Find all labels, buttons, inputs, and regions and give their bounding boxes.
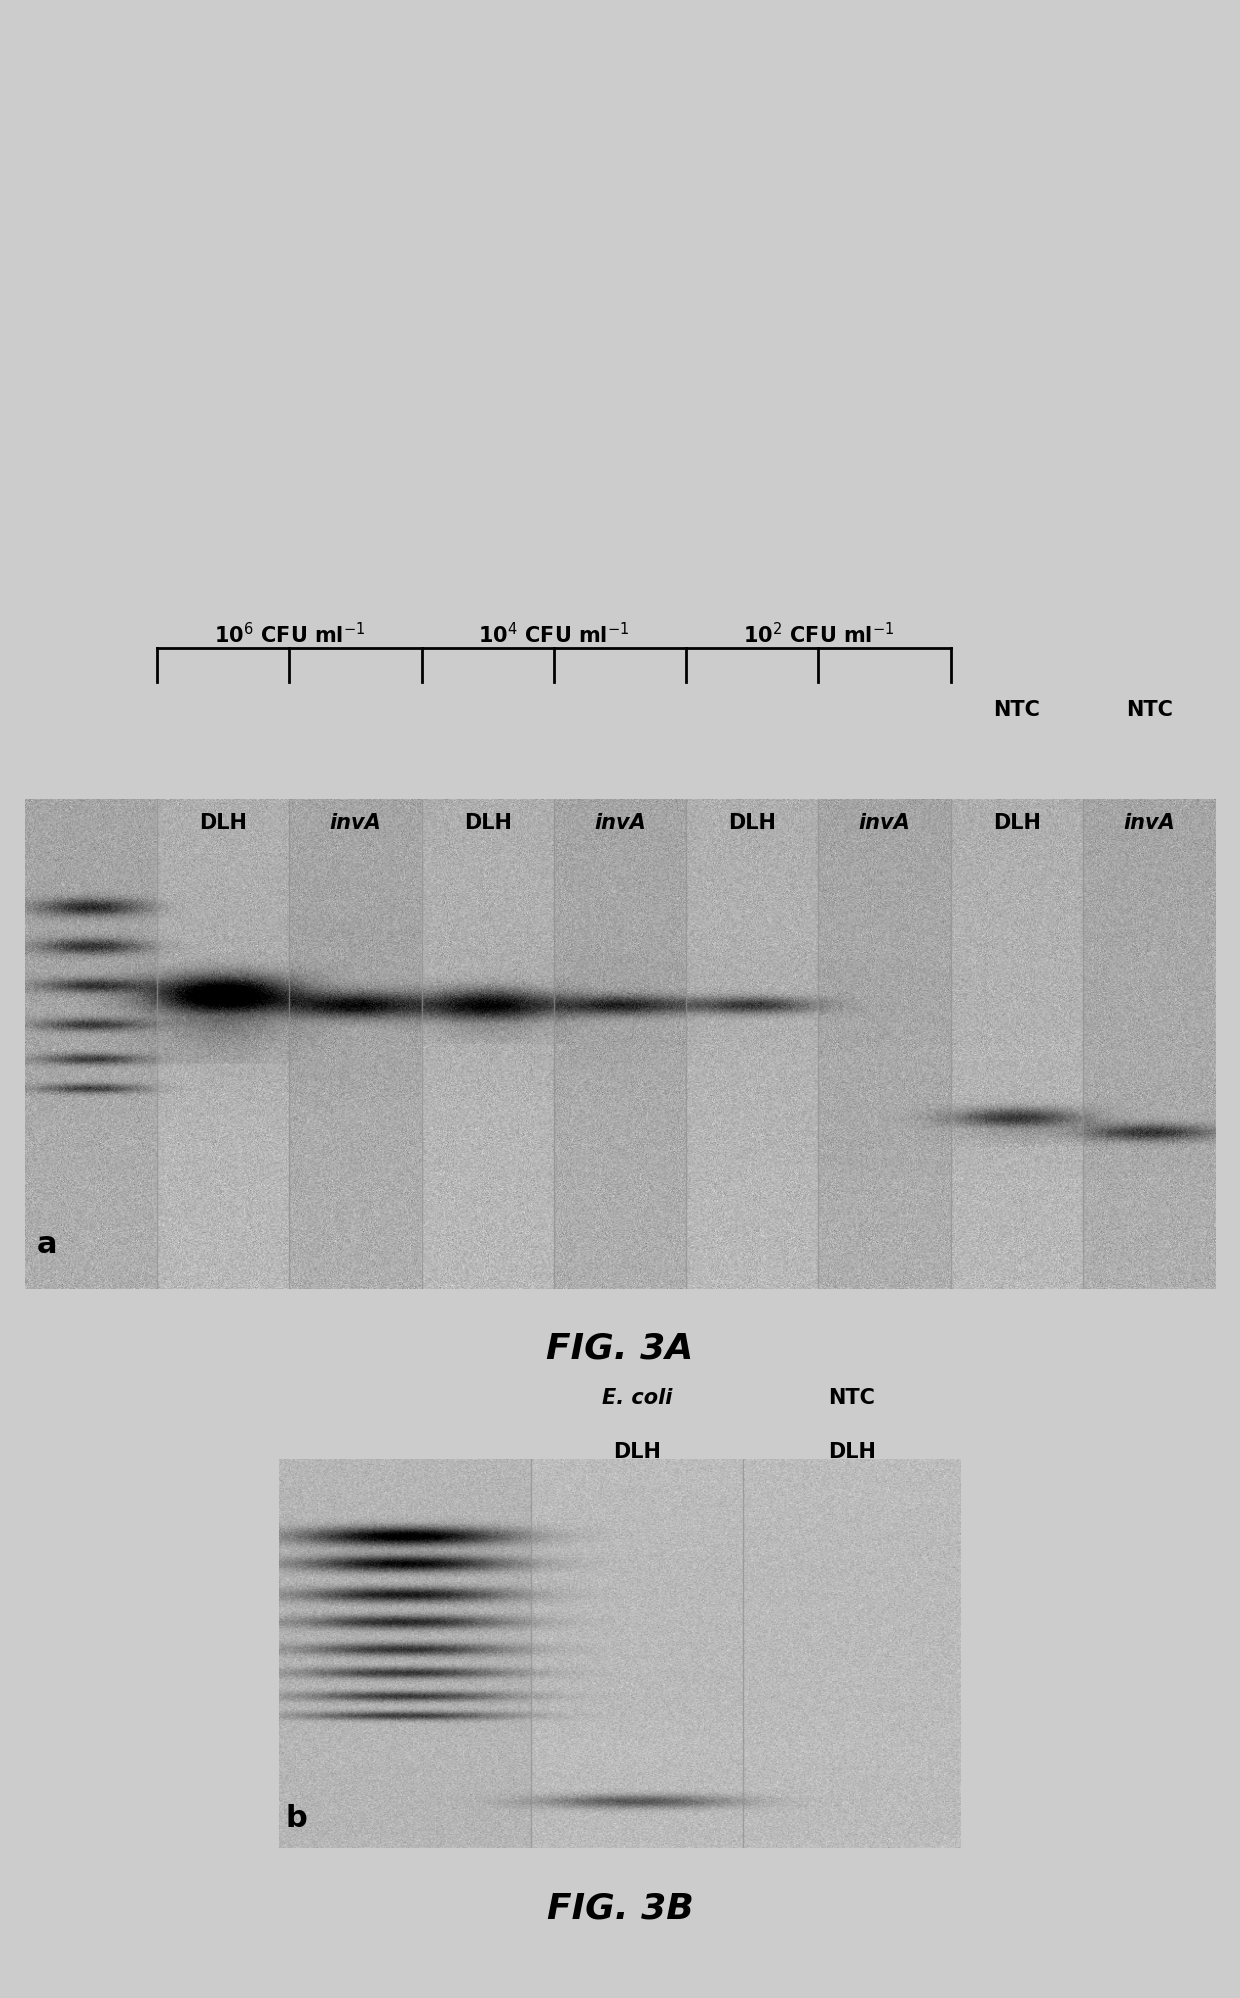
- Text: a: a: [37, 1231, 57, 1259]
- Text: FIG. 3A: FIG. 3A: [547, 1331, 693, 1367]
- Text: DLH: DLH: [200, 813, 247, 833]
- Text: DLH: DLH: [993, 813, 1040, 833]
- Text: FIG. 3B: FIG. 3B: [547, 1890, 693, 1926]
- Text: DLH: DLH: [828, 1443, 875, 1463]
- Text: DLH: DLH: [613, 1443, 661, 1463]
- Text: NTC: NTC: [1126, 701, 1173, 721]
- Text: E. coli: E. coli: [601, 1387, 672, 1409]
- Text: DLH: DLH: [464, 813, 512, 833]
- Text: invA: invA: [330, 813, 382, 833]
- Text: NTC: NTC: [828, 1387, 875, 1409]
- Text: invA: invA: [594, 813, 646, 833]
- Text: invA: invA: [858, 813, 910, 833]
- Text: invA: invA: [1123, 813, 1176, 833]
- Text: NTC: NTC: [993, 701, 1040, 721]
- Text: 10$^6$ CFU ml$^{-1}$: 10$^6$ CFU ml$^{-1}$: [213, 621, 365, 647]
- Text: b: b: [285, 1804, 308, 1832]
- Text: DLH: DLH: [728, 813, 776, 833]
- Text: 10$^2$ CFU ml$^{-1}$: 10$^2$ CFU ml$^{-1}$: [743, 621, 894, 647]
- Text: 10$^4$ CFU ml$^{-1}$: 10$^4$ CFU ml$^{-1}$: [479, 621, 630, 647]
